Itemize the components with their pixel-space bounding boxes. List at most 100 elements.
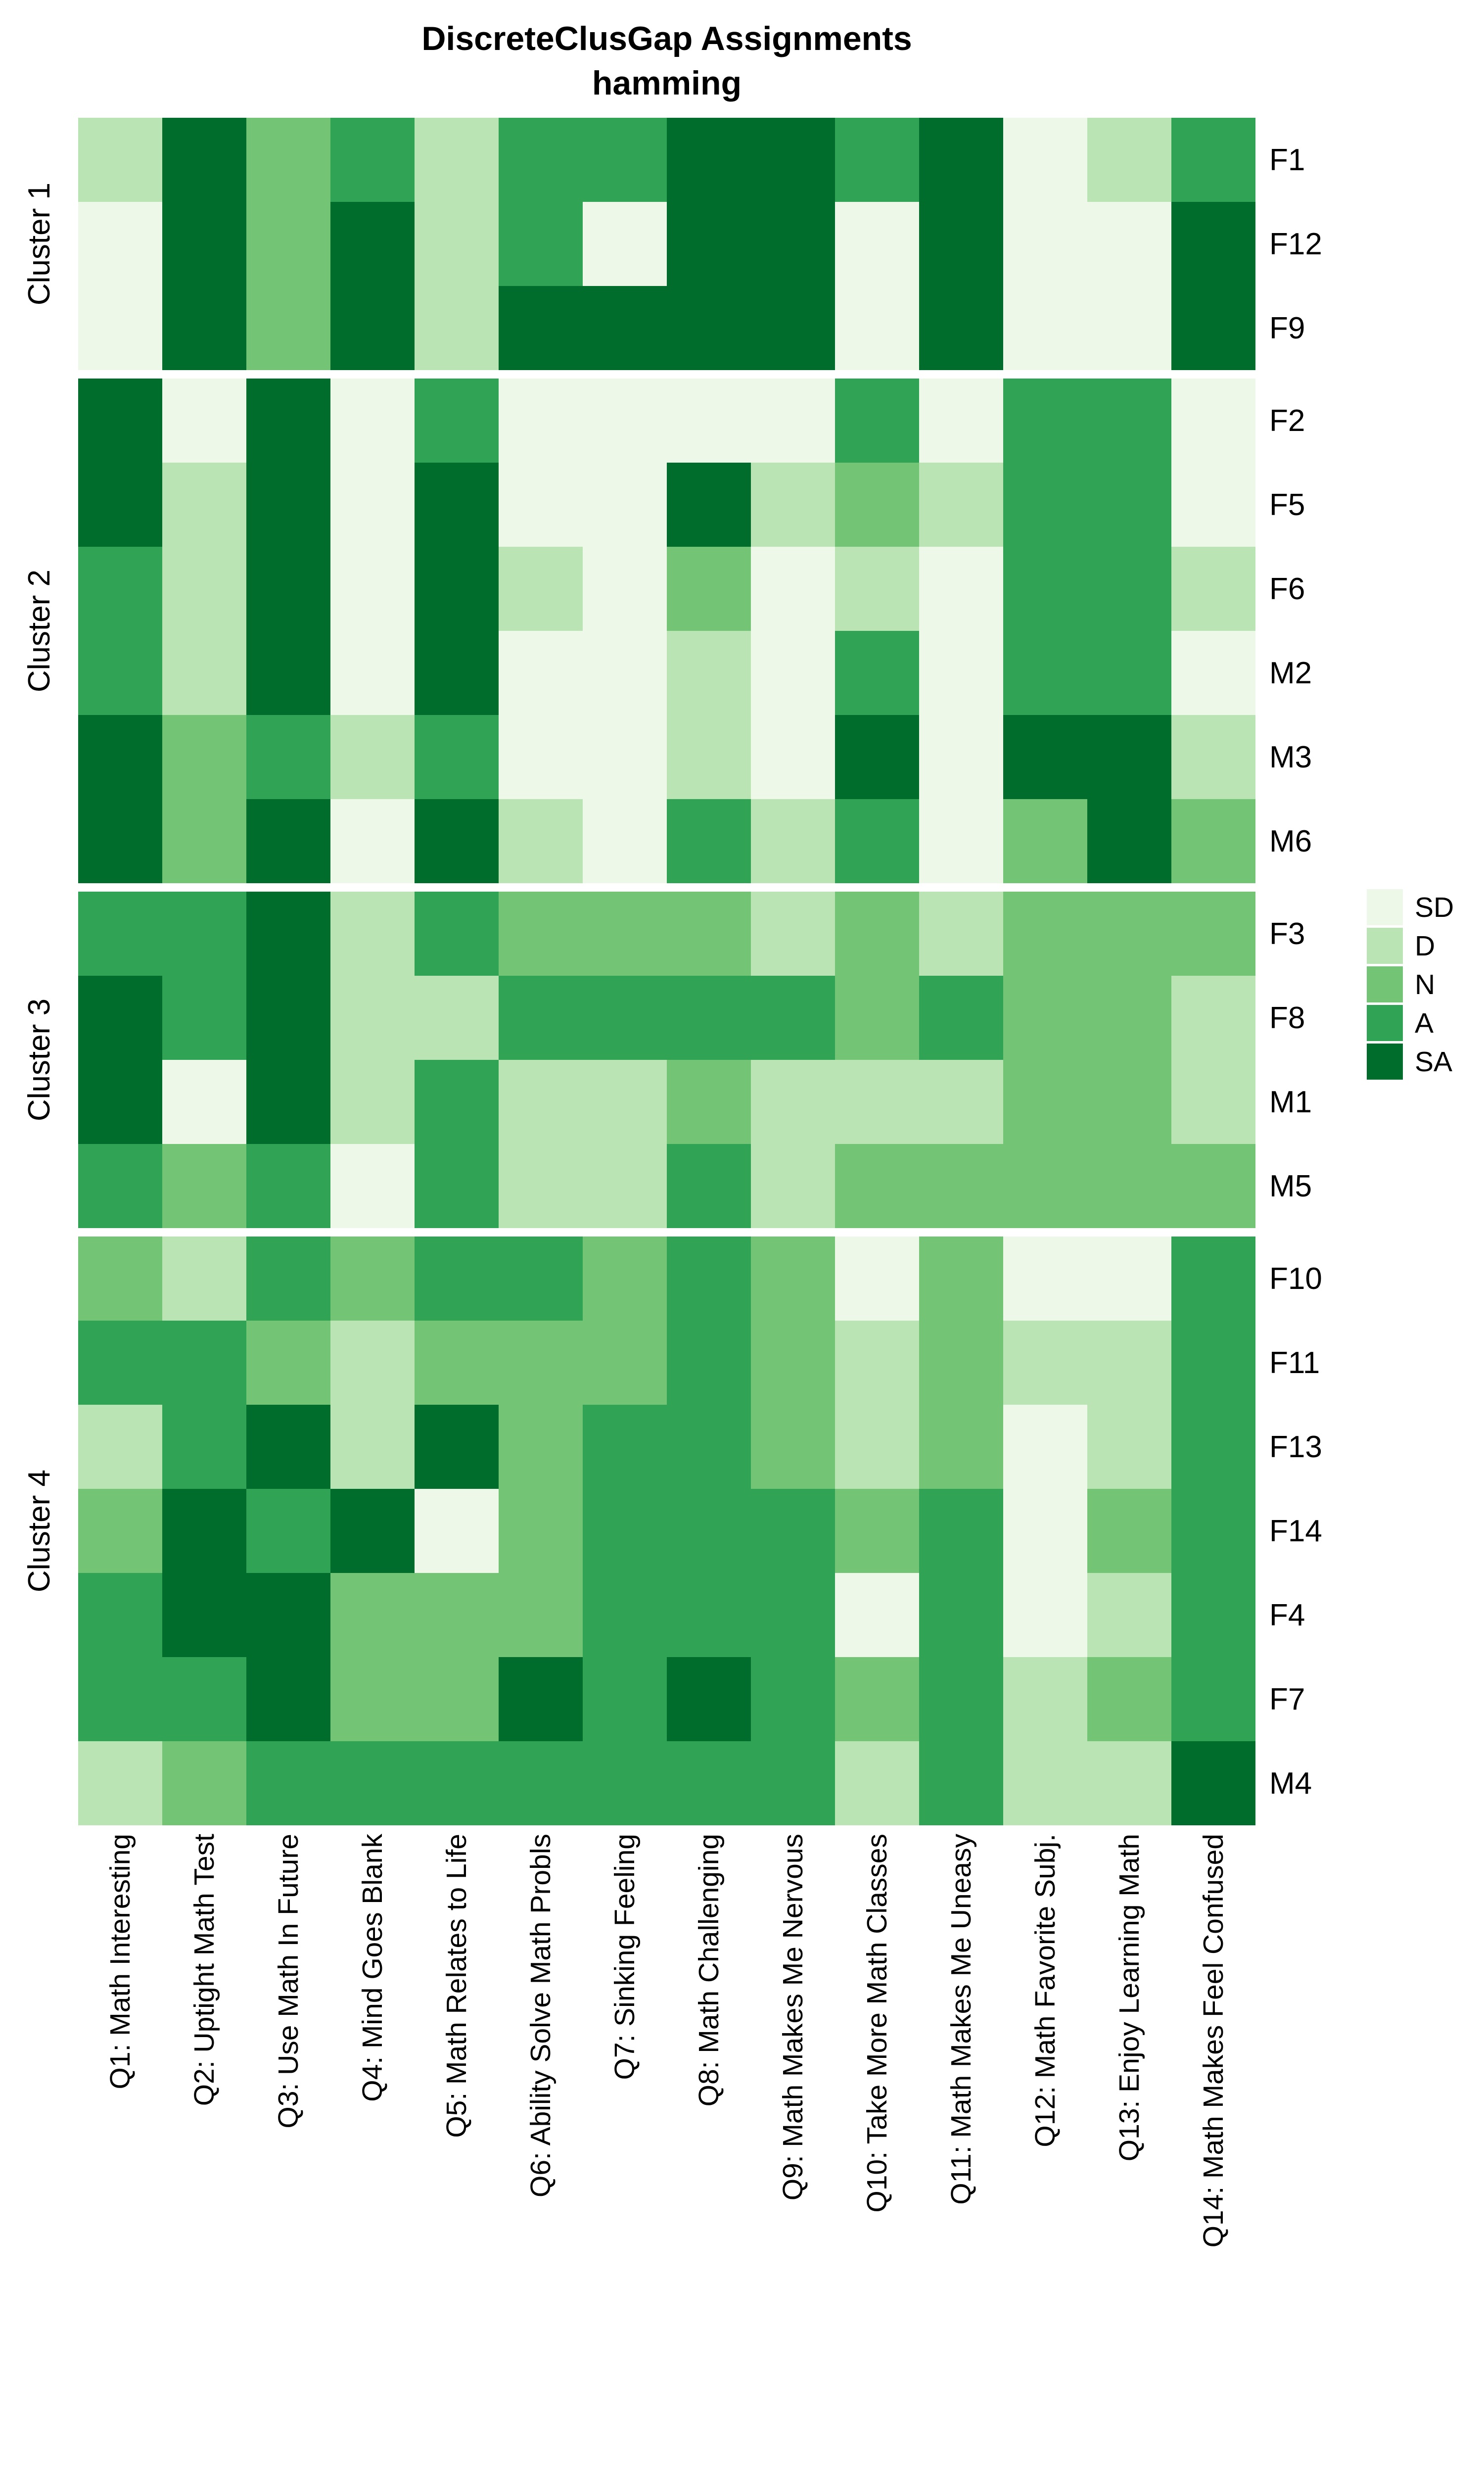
heatmap-cell [919, 799, 1003, 883]
heatmap-cell [78, 1321, 162, 1405]
heatmap-cell [835, 379, 919, 463]
cluster-label-zone: Cluster 4 [0, 1237, 78, 1825]
heatmap-cell [1171, 547, 1255, 631]
heatmap-cell [919, 1741, 1003, 1825]
heatmap-cell [1171, 976, 1255, 1060]
heatmap-cell [415, 715, 499, 799]
heatmap-cell [499, 631, 583, 715]
legend-entry: SD [1367, 889, 1454, 925]
heatmap-cell [835, 1144, 919, 1228]
heatmap-cell [162, 1573, 246, 1657]
heatmap-cell [667, 547, 751, 631]
heatmap-cell [751, 1657, 835, 1741]
legend: SD D N A SA [1367, 889, 1454, 1082]
x-axis-label: Q3: Use Math In Future [246, 1834, 330, 2467]
heatmap-cell [835, 1237, 919, 1321]
heatmap-cell [919, 286, 1003, 370]
legend-swatch [1367, 928, 1403, 964]
heatmap-cell [667, 976, 751, 1060]
heatmap-cell [246, 1321, 330, 1405]
heatmap-cell [246, 118, 330, 202]
heatmap-cell [246, 976, 330, 1060]
heatmap-cell [667, 892, 751, 976]
heatmap-cell [1003, 118, 1087, 202]
heatmap-cell [919, 547, 1003, 631]
heatmap-cell [246, 286, 330, 370]
x-axis-label-text: Q14: Math Makes Feel Confused [1198, 1834, 1229, 2248]
heatmap-cell [415, 1741, 499, 1825]
heatmap-cell [667, 1405, 751, 1489]
heatmap-cell [835, 1060, 919, 1144]
heatmap-cell [1003, 892, 1087, 976]
heatmap-cell [1003, 463, 1087, 547]
heatmap-cell [919, 379, 1003, 463]
heatmap-cell [583, 286, 667, 370]
heatmap-cell [246, 379, 330, 463]
heatmap-cell [667, 1573, 751, 1657]
heatmap-cell [835, 202, 919, 286]
heatmap-cell [415, 976, 499, 1060]
x-axis-labels: Q1: Math Interesting Q2: Uptight Math Tes… [78, 1834, 1255, 2467]
row-label: M2 [1269, 656, 1312, 690]
heatmap-cell [78, 1573, 162, 1657]
heatmap-cell [499, 1237, 583, 1321]
heatmap-cell [1087, 892, 1171, 976]
heatmap-cell [835, 892, 919, 976]
heatmap-cell [583, 1321, 667, 1405]
heatmap-cell [1087, 379, 1171, 463]
heatmap-cell [583, 892, 667, 976]
row-label: F8 [1269, 1000, 1305, 1035]
heatmap-cell [78, 1144, 162, 1228]
heatmap-cell [499, 1573, 583, 1657]
x-axis-label-text: Q9: Math Makes Me Nervous [777, 1834, 809, 2201]
x-axis-label-text: Q5: Math Relates to Life [441, 1834, 472, 2138]
heatmap-cell [667, 799, 751, 883]
row-labels: F3 F8 M1 M5 [1255, 892, 1312, 1228]
heatmap-cell [330, 799, 415, 883]
heatmap-cell [583, 118, 667, 202]
x-axis-label: Q8: Math Challenging [667, 1834, 751, 2467]
heatmap-cell [583, 1237, 667, 1321]
heatmap-cell [667, 1321, 751, 1405]
heatmap-cell [583, 1573, 667, 1657]
heatmap-cell [751, 1321, 835, 1405]
cluster-group-4: Cluster 4 F10 F11 F13 F14 F4 F7 M4 [0, 1237, 1322, 1825]
heatmap-cell [1003, 1405, 1087, 1489]
heatmap-cell [583, 1657, 667, 1741]
heatmap-cell [330, 1741, 415, 1825]
legend-entry: N [1367, 966, 1454, 1002]
heatmap-cell [499, 1144, 583, 1228]
heatmap-cell [78, 1237, 162, 1321]
heatmap-cell [162, 1321, 246, 1405]
heatmap-cell [330, 1573, 415, 1657]
heatmap-cell [330, 286, 415, 370]
heatmap-cell [667, 1657, 751, 1741]
heatmap-cell [162, 1237, 246, 1321]
heatmap-cell [78, 1060, 162, 1144]
heatmap-cell [162, 1489, 246, 1573]
heatmap-cell [751, 1060, 835, 1144]
heatmap-cell [1087, 1060, 1171, 1144]
heatmap-cell [499, 976, 583, 1060]
row-label: F11 [1269, 1345, 1320, 1380]
cluster-label: Cluster 1 [22, 182, 56, 306]
x-axis-label-text: Q1: Math Interesting [104, 1834, 136, 2090]
cluster-label: Cluster 4 [22, 1469, 56, 1593]
heatmap-cell [162, 463, 246, 547]
heatmap-cell [751, 118, 835, 202]
cluster-label-zone: Cluster 2 [0, 379, 78, 883]
heatmap-cell [162, 799, 246, 883]
x-axis-label-text: Q10: Take More Math Classes [861, 1834, 893, 2213]
heatmap-cell [835, 1405, 919, 1489]
row-label: M5 [1269, 1169, 1312, 1203]
heatmap-cell [1171, 892, 1255, 976]
heatmap-cell [330, 1060, 415, 1144]
heatmap-cell [751, 463, 835, 547]
heatmap-cell [1087, 286, 1171, 370]
heatmap-cell [835, 1657, 919, 1741]
heatmap-cell [246, 799, 330, 883]
legend-entry: SA [1367, 1044, 1454, 1080]
x-axis-label: Q13: Enjoy Learning Math [1087, 1834, 1171, 2467]
heatmap-cell [162, 892, 246, 976]
legend-swatch [1367, 889, 1403, 925]
